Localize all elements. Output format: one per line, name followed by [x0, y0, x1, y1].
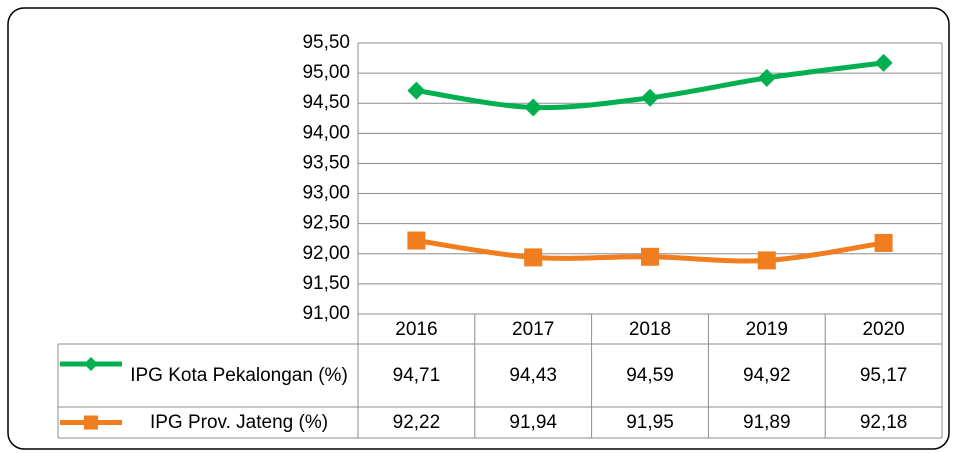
x-tick-label: 2017 — [512, 319, 554, 340]
table-cell: 94,92 — [743, 364, 791, 386]
y-tick-label: 91,50 — [302, 273, 350, 294]
table-cell: 94,71 — [392, 364, 441, 386]
y-tick-label: 92,50 — [302, 213, 350, 234]
x-tick-label: 2020 — [862, 319, 904, 340]
chart-border — [7, 7, 950, 450]
marker — [641, 247, 659, 266]
table-cell-box: 91,89 — [743, 411, 791, 433]
legend-label: IPG Kota Pekalongan (%) — [130, 364, 348, 386]
table-cell-box: 95,17 — [859, 364, 908, 386]
y-tick-label: 95,00 — [302, 62, 350, 83]
legend-marker — [84, 357, 98, 371]
table-cell: 94,43 — [509, 364, 557, 386]
marker — [524, 98, 543, 117]
x-tick-label: 2019 — [746, 319, 788, 340]
table-cell-box: 94,43 — [509, 364, 557, 386]
table-cell: 91,95 — [626, 411, 674, 433]
marker — [524, 248, 543, 267]
table-cell-box: 92,18 — [859, 411, 908, 433]
marker — [874, 233, 893, 252]
marker — [874, 53, 893, 72]
y-tick-label: 92,00 — [302, 243, 350, 264]
table-cell: 95,17 — [859, 364, 908, 386]
y-tick-label: 94,50 — [302, 92, 350, 113]
table-cell: 91,94 — [509, 411, 557, 433]
x-tick-label: 2018 — [629, 319, 671, 340]
table-cell-box: 94,92 — [743, 364, 791, 386]
y-tick-label: 91,00 — [302, 303, 350, 324]
y-tick-label: 93,50 — [302, 152, 350, 173]
table-cell: 91,89 — [743, 411, 791, 433]
y-tick-label: 94,00 — [302, 122, 350, 143]
y-tick-label: 95,50 — [302, 32, 350, 53]
marker — [641, 88, 659, 107]
table-cell-box: 94,71 — [392, 364, 441, 386]
table-cell-box: 91,94 — [509, 411, 557, 433]
marker — [757, 251, 776, 270]
x-tick-label: 2016 — [395, 319, 437, 340]
table-cell: 92,22 — [392, 411, 441, 433]
table-cell: 94,59 — [626, 364, 674, 386]
legend-label-box: IPG Kota Pekalongan (%) — [130, 364, 348, 386]
legend-label-box: IPG Prov. Jateng (%) — [149, 411, 329, 433]
marker — [407, 231, 426, 250]
y-tick-label: 93,00 — [302, 183, 350, 204]
legend-marker — [84, 415, 98, 430]
table-cell-box: 94,59 — [626, 364, 674, 386]
table-cell-box: 91,95 — [626, 411, 674, 433]
legend-label: IPG Prov. Jateng (%) — [149, 411, 329, 433]
table-cell: 92,18 — [859, 411, 908, 433]
marker — [757, 68, 776, 87]
table-cell-box: 92,22 — [392, 411, 441, 433]
marker — [407, 81, 426, 100]
